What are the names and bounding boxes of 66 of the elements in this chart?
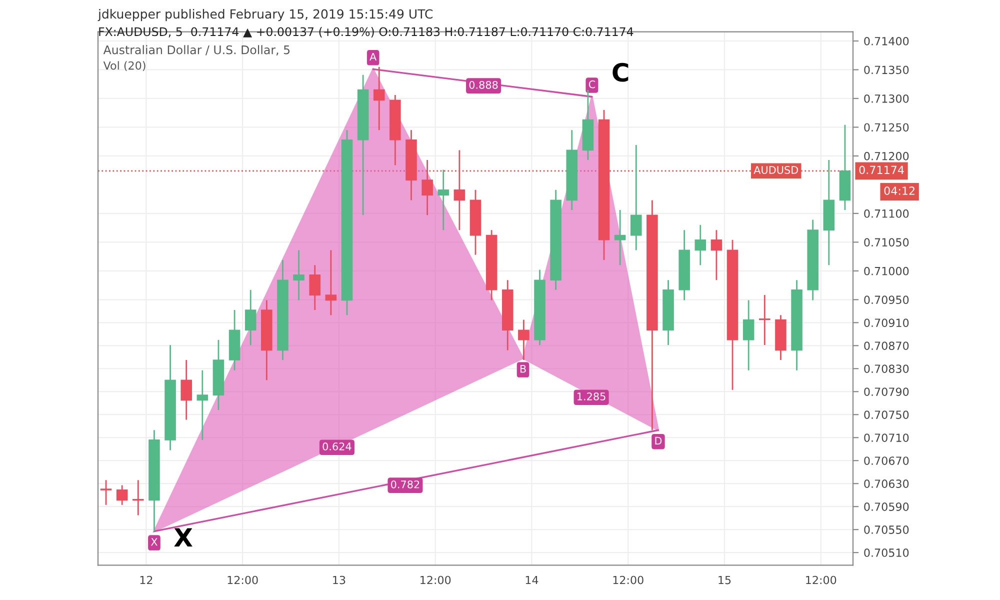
annotation: A [370, 52, 377, 61]
candlestick [438, 169, 450, 231]
annotation: B [520, 365, 526, 373]
candlestick [132, 479, 144, 516]
annotation: D [655, 436, 662, 444]
x-tick-label: 12:00 [420, 576, 451, 584]
annotation: C [612, 62, 628, 82]
annotation: Vol (20) [103, 61, 146, 72]
y-tick-label: 0.71050 [864, 238, 909, 247]
annotation: X [174, 528, 192, 547]
y-tick-label: 0.70630 [864, 480, 909, 488]
y-tick-label: 0.70750 [864, 410, 909, 419]
x-tick-label: 13 [333, 576, 346, 584]
candlestick [100, 479, 112, 506]
y-tick-label: 0.71300 [864, 94, 909, 103]
text: 04:12 [884, 186, 914, 195]
y-tick-label: 0.71350 [864, 66, 909, 74]
candlestick [742, 300, 754, 372]
ref-line-label: AUDUSD [754, 166, 798, 174]
candlestick [422, 159, 433, 216]
x-tick-label: 12 [140, 576, 152, 584]
y-tick-label: 0.70590 [864, 502, 909, 511]
x-tick-label: 14 [526, 576, 538, 584]
candlestick [180, 359, 192, 420]
annotation: 0.782 [390, 480, 420, 488]
annotation: 0.624 [322, 442, 352, 450]
candlestick [454, 150, 466, 231]
annotation: Australian Dollar / U.S. Dollar, 5 [103, 45, 290, 56]
candlestick [614, 209, 626, 266]
candlestick [710, 229, 722, 281]
candlestick [630, 144, 642, 251]
candlestick [518, 319, 530, 361]
x-tick-label: 12:00 [806, 576, 836, 584]
y-tick-label: 0.71100 [864, 209, 909, 218]
y-tick-label: 0.71400 [864, 36, 909, 46]
text: 0.71174 [859, 166, 904, 174]
y-tick-label: 0.70510 [864, 548, 909, 557]
candlestick [309, 264, 320, 311]
y-tick-label: 0.70950 [864, 296, 909, 304]
y-tick-label: 0.71250 [864, 123, 909, 132]
y-tick-label: 0.70550 [864, 526, 909, 534]
y-tick-label: 0.70830 [864, 364, 909, 374]
x-tick-label: 15 [718, 576, 731, 584]
candlestick [116, 484, 128, 506]
candlestick [759, 294, 770, 346]
y-tick-label: 0.70870 [864, 342, 909, 350]
annotation: C [588, 80, 596, 88]
candlestick [373, 66, 385, 131]
y-tick-label: 0.70790 [864, 388, 909, 396]
y-tick-label: 0.71200 [864, 152, 909, 160]
candlestick [244, 289, 256, 346]
y-tick-label: 0.70910 [864, 318, 909, 328]
candlestick [694, 224, 706, 266]
candlestick [325, 250, 337, 316]
y-tick-label: 0.70670 [864, 456, 909, 465]
annotation: 0.888 [469, 80, 498, 89]
candlestick [293, 250, 304, 301]
y-tick-label: 0.70710 [864, 434, 909, 442]
x-tick-label: 12:00 [613, 576, 644, 584]
x-tick-label: 12:00 [228, 576, 258, 584]
y-tick-label: 0.71000 [864, 266, 909, 276]
chart-title: jdkuepper published February 15, 2019 15:15:49 UTC [98, 9, 433, 22]
chart-subtitle: FX:AUDUSD, 5 0.71174 ▲ +0.00137 (+0.19%) O:0.71183 H:0.71187 L:0.71170 C:0.71174 [99, 27, 634, 38]
annotation: X [150, 538, 158, 546]
candlestick [196, 370, 208, 441]
annotation: 1.285 [578, 392, 606, 400]
